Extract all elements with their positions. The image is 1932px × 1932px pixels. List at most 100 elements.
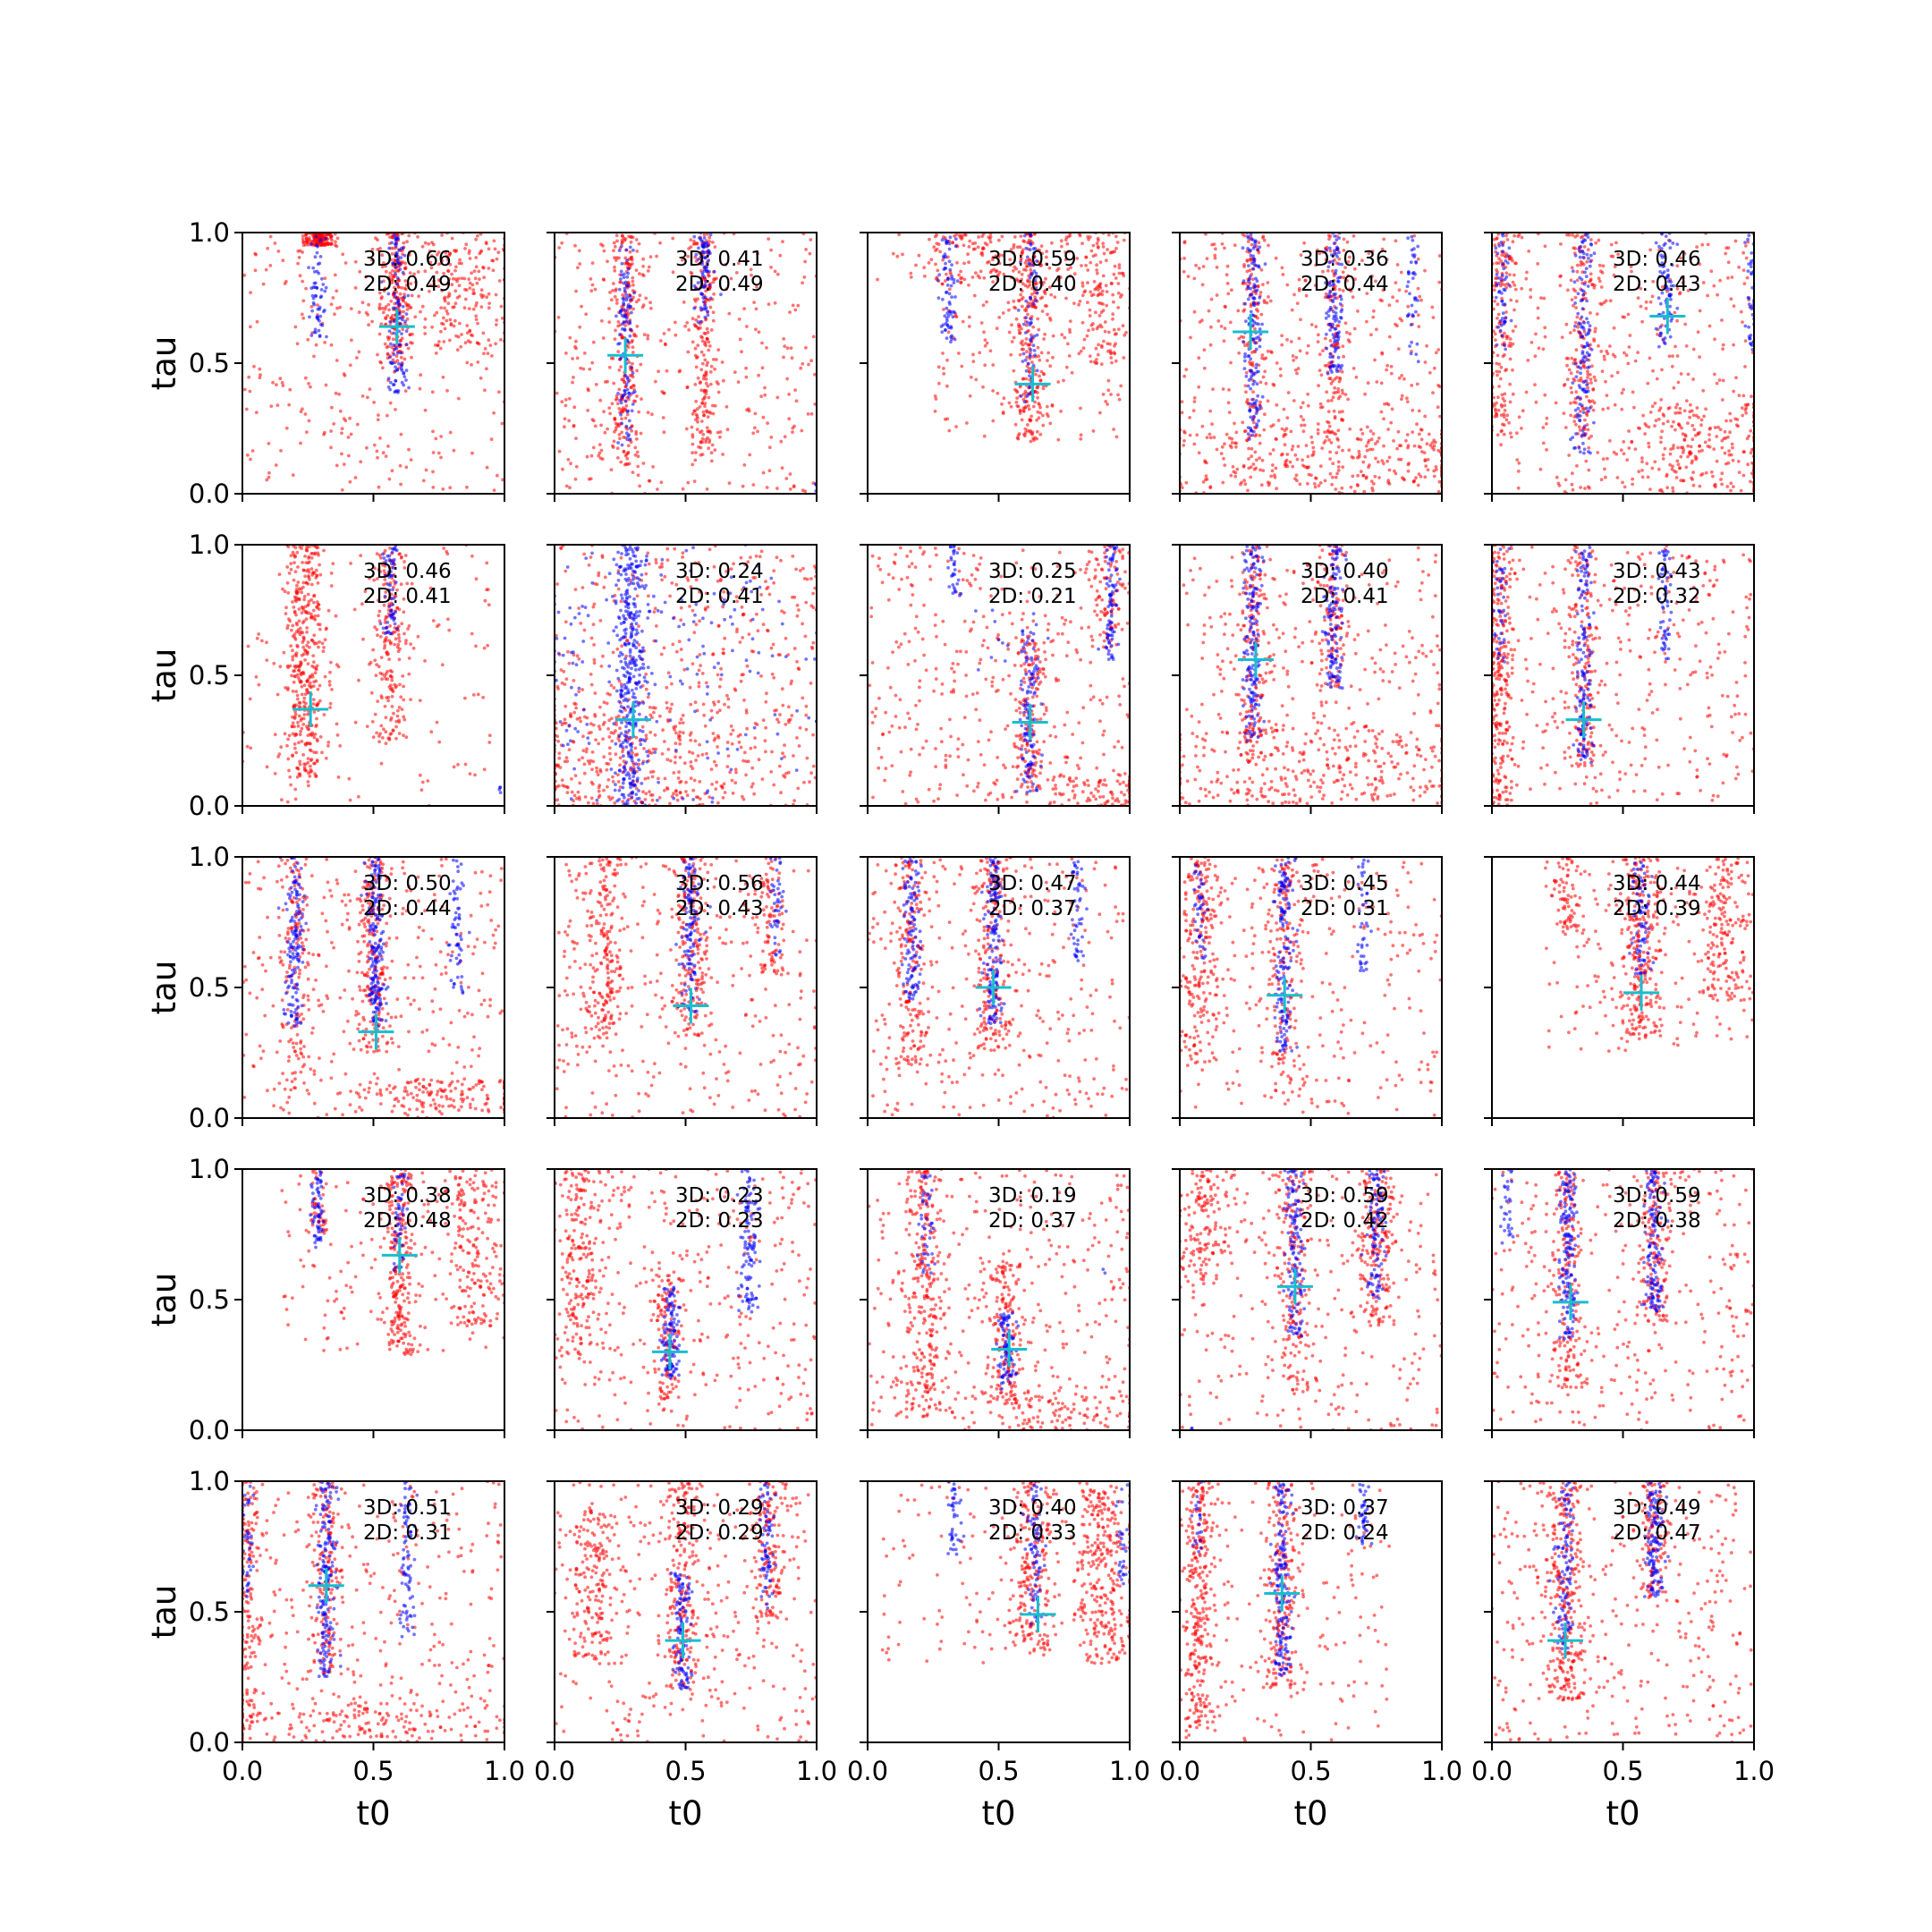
data-point bbox=[1028, 370, 1032, 374]
data-point bbox=[475, 281, 479, 285]
data-point bbox=[1109, 356, 1114, 360]
data-point bbox=[492, 239, 496, 243]
data-point bbox=[1020, 418, 1024, 422]
data-point bbox=[500, 317, 504, 320]
data-point bbox=[938, 250, 942, 254]
data-point bbox=[1744, 256, 1749, 260]
data-point bbox=[691, 317, 695, 321]
data-point bbox=[1246, 297, 1250, 301]
data-point bbox=[1672, 419, 1675, 424]
data-point bbox=[1680, 275, 1683, 280]
data-point bbox=[1589, 272, 1593, 276]
data-point bbox=[624, 424, 629, 428]
data-point bbox=[271, 380, 275, 385]
data-point bbox=[1723, 429, 1727, 434]
data-point bbox=[1299, 253, 1303, 258]
data-point bbox=[699, 280, 703, 284]
data-point bbox=[1038, 405, 1042, 410]
data-point bbox=[1720, 471, 1724, 476]
data-point bbox=[395, 250, 399, 255]
data-point bbox=[599, 423, 603, 428]
data-point bbox=[1047, 285, 1052, 289]
data-point bbox=[329, 343, 334, 347]
data-point bbox=[323, 289, 327, 293]
data-point bbox=[476, 233, 479, 238]
data-point bbox=[435, 310, 439, 315]
data-point bbox=[1252, 429, 1256, 434]
data-point bbox=[1204, 474, 1208, 479]
data-point bbox=[1335, 238, 1339, 242]
data-point bbox=[901, 252, 904, 257]
data-point bbox=[632, 334, 636, 338]
data-point bbox=[1258, 291, 1263, 294]
data-point bbox=[947, 292, 952, 296]
data-point bbox=[957, 352, 961, 355]
data-point bbox=[658, 241, 662, 245]
data-point bbox=[1201, 480, 1206, 484]
data-point bbox=[1644, 307, 1648, 310]
data-point bbox=[384, 264, 387, 268]
data-point bbox=[571, 380, 574, 385]
data-point bbox=[564, 398, 568, 402]
data-point bbox=[1582, 360, 1587, 364]
data-point bbox=[1343, 393, 1348, 396]
data-point bbox=[457, 284, 462, 288]
data-point bbox=[1318, 481, 1323, 485]
data-point bbox=[382, 289, 386, 293]
data-point bbox=[1437, 385, 1442, 389]
data-point bbox=[1018, 411, 1022, 415]
data-point bbox=[258, 373, 262, 377]
data-point bbox=[1250, 397, 1254, 402]
data-point bbox=[1335, 246, 1340, 250]
data-point bbox=[1019, 394, 1023, 398]
data-point bbox=[1027, 304, 1031, 309]
data-point bbox=[1375, 327, 1378, 332]
data-point bbox=[281, 384, 285, 387]
data-point bbox=[1379, 410, 1384, 414]
data-point bbox=[974, 377, 979, 382]
data-point bbox=[1527, 250, 1531, 253]
data-point bbox=[1497, 244, 1502, 248]
data-point bbox=[1316, 428, 1320, 432]
data-point bbox=[448, 318, 453, 322]
data-point bbox=[485, 295, 488, 300]
data-point bbox=[708, 370, 713, 374]
data-point bbox=[1116, 306, 1121, 309]
data-point bbox=[574, 436, 578, 440]
data-point bbox=[402, 299, 405, 303]
data-point bbox=[1023, 308, 1027, 312]
data-point bbox=[1538, 467, 1543, 471]
data-point bbox=[1744, 244, 1748, 248]
data-point bbox=[1333, 350, 1337, 353]
data-point bbox=[1313, 284, 1318, 287]
data-point bbox=[705, 326, 709, 331]
data-point bbox=[641, 264, 645, 268]
data-point bbox=[1494, 246, 1498, 250]
data-point bbox=[1066, 267, 1070, 271]
data-point bbox=[1316, 422, 1320, 426]
data-point bbox=[305, 430, 309, 434]
data-point bbox=[738, 337, 742, 342]
data-point bbox=[1027, 407, 1031, 411]
data-point bbox=[1105, 290, 1109, 293]
data-point bbox=[722, 378, 725, 383]
data-point bbox=[439, 435, 443, 438]
data-point bbox=[1252, 379, 1257, 384]
data-point bbox=[1259, 267, 1264, 272]
data-point bbox=[1718, 428, 1723, 432]
data-point bbox=[946, 314, 951, 318]
data-point bbox=[703, 358, 708, 362]
data-point bbox=[274, 463, 278, 467]
data-point bbox=[1575, 315, 1580, 319]
data-point bbox=[1586, 284, 1590, 288]
data-point bbox=[341, 252, 345, 257]
data-point bbox=[1241, 463, 1246, 468]
data-point bbox=[1024, 369, 1029, 373]
data-point bbox=[323, 276, 327, 280]
data-point bbox=[607, 406, 612, 410]
data-point bbox=[1426, 458, 1430, 462]
data-point bbox=[1030, 432, 1034, 436]
data-point bbox=[1324, 336, 1327, 341]
data-point bbox=[1629, 265, 1633, 268]
data-point bbox=[1674, 344, 1677, 349]
